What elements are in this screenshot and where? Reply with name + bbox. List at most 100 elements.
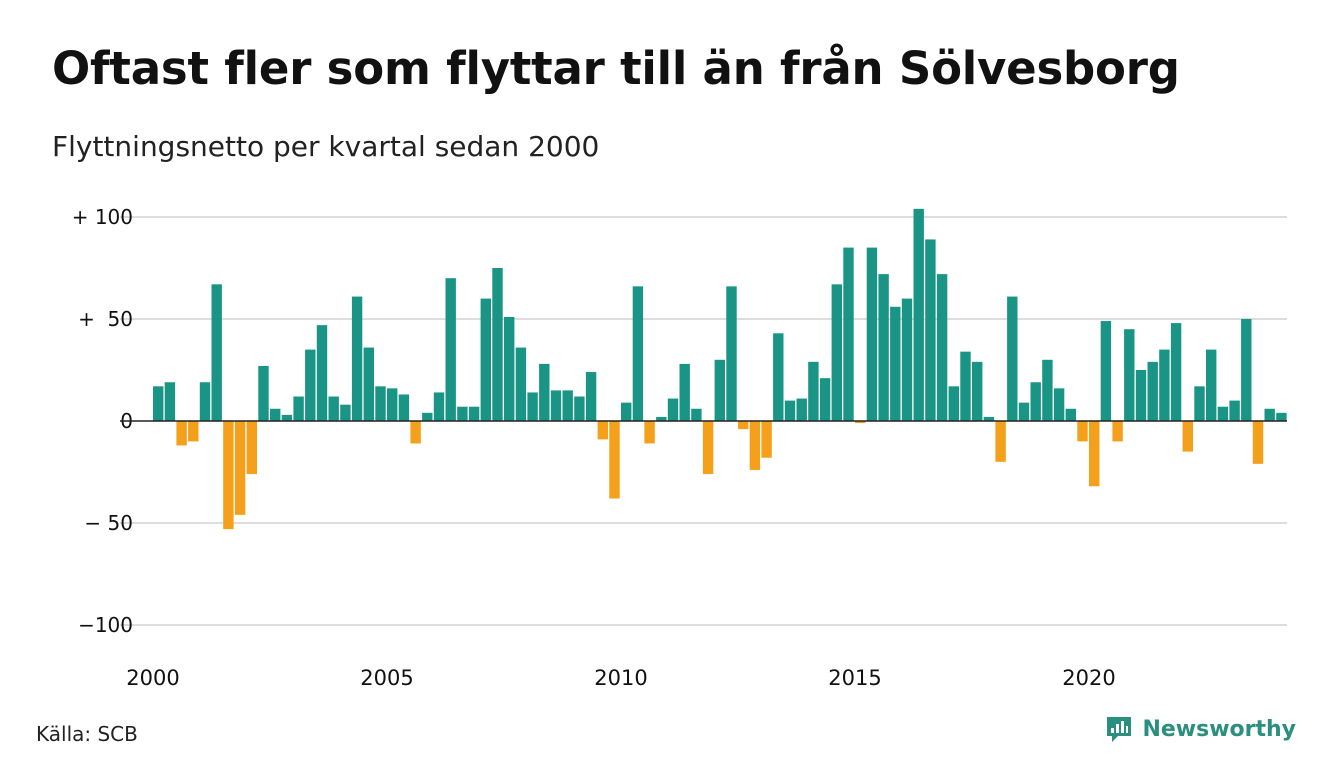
bar (1241, 319, 1252, 421)
bar (515, 347, 527, 421)
bar (644, 421, 655, 444)
x-axis-ticks: 2000 2005 2010 2015 2020 (126, 666, 1115, 690)
bar (1007, 296, 1018, 421)
bar (726, 286, 737, 421)
bar (936, 274, 948, 421)
bar (1124, 329, 1135, 421)
bar (492, 268, 503, 421)
bar (609, 421, 620, 499)
bar (960, 351, 971, 421)
bar (375, 386, 386, 421)
bar (164, 382, 176, 421)
bar (1276, 412, 1287, 421)
y-tick-label: + 100 (72, 205, 133, 229)
bar (808, 361, 819, 421)
bar (410, 421, 421, 444)
bar (1030, 382, 1041, 421)
bar (901, 298, 913, 421)
bar (188, 421, 199, 442)
bar (223, 421, 234, 530)
bar (1194, 386, 1205, 421)
bar (1042, 359, 1053, 421)
bar (1252, 421, 1264, 464)
bar (1112, 421, 1123, 442)
bar (199, 382, 211, 421)
bar (1264, 408, 1275, 421)
bar (913, 208, 924, 421)
bar (550, 390, 562, 421)
bar (621, 402, 632, 421)
bar (1229, 400, 1240, 421)
bar (1053, 388, 1065, 421)
grid-lines (120, 216, 1287, 626)
bar (504, 316, 515, 421)
chart-subtitle: Flyttningsnetto per kvartal sedan 2000 (52, 130, 600, 163)
bar (293, 396, 304, 421)
bar (597, 421, 608, 440)
brand-logo: Newsworthy (1104, 714, 1296, 744)
bar (878, 274, 889, 421)
bar (866, 247, 878, 421)
bar (433, 392, 445, 421)
bar (925, 239, 936, 421)
bar (679, 363, 690, 421)
source-label: Källa: SCB (36, 722, 138, 746)
brand-name: Newsworthy (1142, 716, 1296, 742)
bar (819, 378, 831, 421)
x-tick-label: 2000 (126, 666, 179, 690)
bar (363, 347, 374, 421)
bar (445, 278, 456, 421)
bar (1159, 349, 1170, 421)
y-tick-label: −100 (78, 613, 133, 637)
bar (562, 390, 573, 421)
bar (258, 365, 269, 421)
bar (1065, 408, 1076, 421)
bar (784, 400, 796, 421)
bar (1170, 323, 1182, 421)
bar (632, 286, 644, 421)
bar (457, 406, 468, 421)
bar (176, 421, 187, 446)
x-tick-label: 2015 (828, 666, 881, 690)
bar (468, 406, 480, 421)
bar (340, 404, 351, 421)
bar (1217, 406, 1229, 421)
bar (1100, 321, 1112, 421)
bar (246, 421, 257, 475)
bar (972, 361, 983, 421)
bar (831, 284, 842, 421)
bar (153, 386, 164, 421)
bar (948, 386, 959, 421)
bar (585, 372, 597, 421)
y-tick-label: − 50 (84, 511, 133, 535)
bar (351, 296, 363, 421)
bar (761, 421, 772, 458)
bar (281, 414, 293, 421)
bar (480, 298, 491, 421)
bar (387, 388, 398, 421)
bars (153, 208, 1287, 530)
bar (270, 408, 281, 421)
bar (539, 363, 550, 421)
bar (1077, 421, 1088, 442)
bar (527, 392, 538, 421)
bar (234, 421, 246, 515)
bar (1135, 370, 1147, 421)
bar (1089, 421, 1100, 487)
bar (305, 349, 316, 421)
x-tick-label: 2010 (594, 666, 647, 690)
bar (983, 416, 995, 421)
bar (1182, 421, 1193, 452)
bar (738, 421, 749, 430)
bar (796, 398, 807, 421)
bar (211, 284, 222, 421)
bar (714, 359, 725, 421)
chart-title: Oftast fler som flyttar till än från Söl… (52, 42, 1180, 95)
bar (890, 306, 901, 421)
bar (995, 421, 1006, 462)
bar (656, 416, 667, 421)
y-tick-label: + 50 (78, 307, 133, 331)
bar (691, 408, 702, 421)
bar (749, 421, 761, 470)
